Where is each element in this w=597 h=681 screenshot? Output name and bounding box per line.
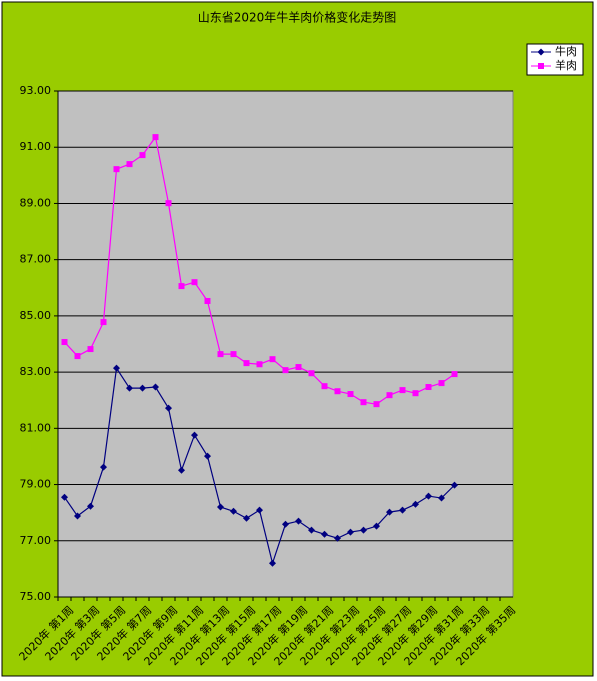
point-marker bbox=[243, 514, 250, 522]
point-marker bbox=[113, 364, 120, 372]
y-tick-label: 81.00 bbox=[20, 421, 52, 434]
legend-marker bbox=[537, 48, 545, 56]
plot-area bbox=[57, 90, 514, 598]
y-tick-label: 83.00 bbox=[20, 365, 52, 378]
y-tick-label: 79.00 bbox=[20, 478, 52, 491]
point-marker bbox=[412, 500, 419, 508]
point-marker bbox=[191, 279, 198, 286]
point-marker bbox=[74, 353, 81, 360]
point-marker bbox=[334, 388, 341, 395]
point-marker bbox=[113, 166, 120, 173]
point-marker bbox=[256, 506, 263, 514]
legend bbox=[526, 43, 584, 76]
point-marker bbox=[347, 528, 354, 536]
point-marker bbox=[360, 399, 367, 406]
point-marker bbox=[295, 364, 302, 371]
chart-title: 山东省2020年牛羊肉价格变化走势图 bbox=[198, 10, 397, 25]
point-marker bbox=[61, 339, 68, 346]
point-marker bbox=[425, 492, 432, 500]
legend-marker bbox=[538, 63, 544, 69]
y-tick-label: 85.00 bbox=[20, 309, 52, 322]
y-tick-label: 91.00 bbox=[20, 140, 52, 153]
point-marker bbox=[360, 526, 367, 534]
y-tick-label: 87.00 bbox=[20, 253, 52, 266]
point-marker bbox=[295, 517, 302, 525]
point-marker bbox=[321, 530, 328, 538]
point-marker bbox=[373, 401, 380, 408]
point-marker bbox=[373, 522, 380, 530]
point-marker bbox=[386, 508, 393, 516]
point-marker bbox=[152, 134, 159, 141]
point-marker bbox=[139, 384, 146, 392]
point-marker bbox=[152, 383, 159, 391]
point-marker bbox=[347, 391, 354, 398]
point-marker bbox=[217, 503, 224, 511]
legend-label: 牛肉 bbox=[555, 44, 577, 58]
point-marker bbox=[386, 392, 393, 399]
point-marker bbox=[204, 297, 211, 304]
point-marker bbox=[100, 463, 107, 471]
point-marker bbox=[269, 356, 276, 363]
point-marker bbox=[230, 351, 237, 358]
point-marker bbox=[165, 404, 172, 412]
point-marker bbox=[178, 283, 185, 290]
point-marker bbox=[256, 361, 263, 368]
point-marker bbox=[100, 319, 107, 326]
point-marker bbox=[334, 534, 341, 542]
point-marker bbox=[178, 466, 185, 474]
point-marker bbox=[165, 200, 172, 207]
point-marker bbox=[230, 507, 237, 515]
y-tick-label: 75.00 bbox=[20, 590, 52, 603]
point-marker bbox=[412, 390, 419, 397]
point-marker bbox=[74, 512, 81, 520]
y-tick-label: 93.00 bbox=[20, 84, 52, 97]
point-marker bbox=[282, 367, 289, 374]
point-marker bbox=[399, 506, 406, 514]
point-marker bbox=[321, 383, 328, 390]
point-marker bbox=[308, 370, 315, 377]
point-marker bbox=[87, 502, 94, 510]
point-marker bbox=[451, 481, 458, 489]
point-marker bbox=[308, 526, 315, 534]
point-marker bbox=[204, 452, 211, 460]
point-marker bbox=[126, 161, 133, 168]
point-marker bbox=[217, 351, 224, 358]
point-marker bbox=[399, 387, 406, 394]
legend-label: 羊肉 bbox=[555, 58, 577, 72]
point-marker bbox=[282, 520, 289, 528]
point-marker bbox=[191, 431, 198, 439]
point-marker bbox=[451, 371, 458, 378]
point-marker bbox=[61, 493, 68, 501]
point-marker bbox=[126, 384, 133, 392]
y-tick-label: 89.00 bbox=[20, 196, 52, 209]
point-marker bbox=[425, 384, 432, 391]
point-marker bbox=[438, 380, 445, 387]
point-marker bbox=[87, 346, 94, 353]
y-tick-label: 77.00 bbox=[20, 534, 52, 547]
point-marker bbox=[243, 360, 250, 367]
point-marker bbox=[438, 494, 445, 502]
point-marker bbox=[139, 152, 146, 159]
point-marker bbox=[269, 559, 276, 567]
